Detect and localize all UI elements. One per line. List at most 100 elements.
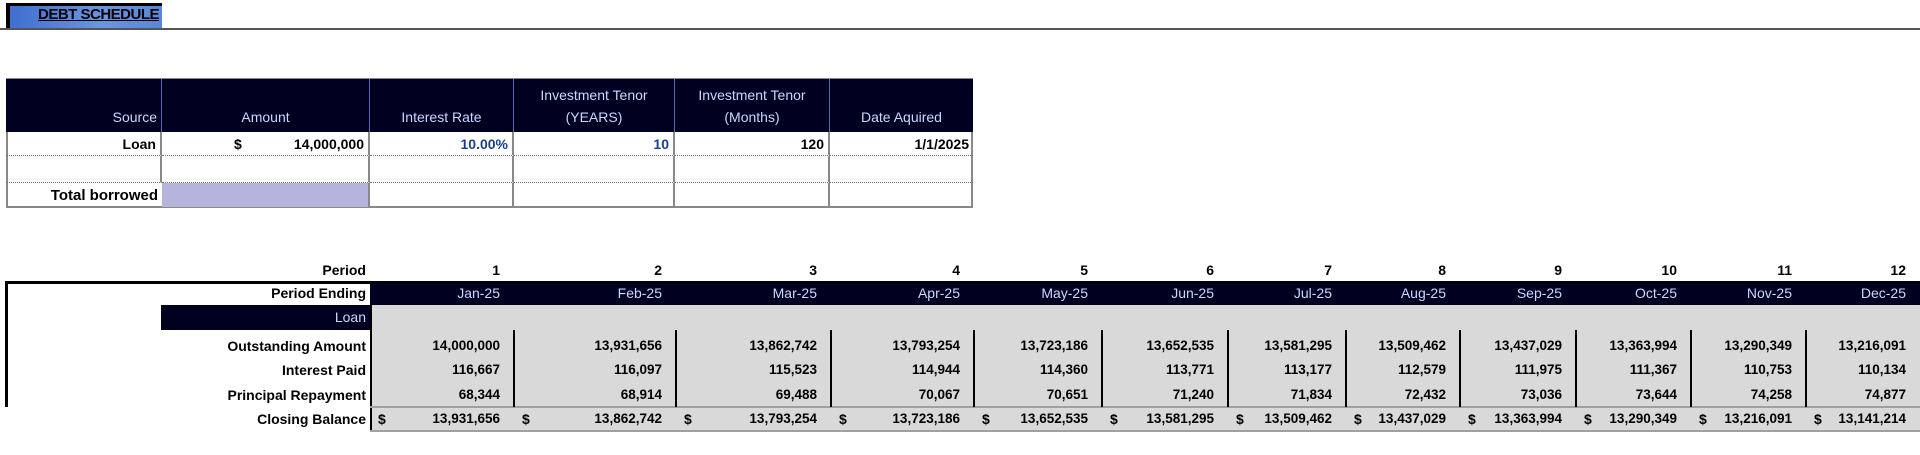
loan-rate-cell[interactable]: 10.00% <box>370 132 514 156</box>
principal-repayment-cell[interactable]: 74,877 <box>1864 387 1906 402</box>
outstanding-amount-cell[interactable]: 13,216,091 <box>1838 338 1906 353</box>
total-borrowed-value[interactable] <box>162 183 370 207</box>
interest-paid-cell[interactable]: 113,177 <box>1283 362 1332 377</box>
closing-balance-cell[interactable]: 13,652,535 <box>1020 411 1088 426</box>
loan-tenor-years-cell[interactable]: 10 <box>514 132 675 156</box>
loan-tenor-months: 120 <box>800 135 824 152</box>
outstanding-amount-cell[interactable]: 13,862,742 <box>749 338 817 353</box>
outstanding-amount-cell[interactable]: 13,509,462 <box>1378 338 1446 353</box>
closing-balance-cell[interactable]: 13,862,742 <box>594 411 662 426</box>
principal-repayment-label: Principal Repayment <box>227 387 367 403</box>
principal-repayment-cell[interactable]: 74,258 <box>1750 387 1792 402</box>
outstanding-amount-cell[interactable]: 13,437,029 <box>1494 338 1562 353</box>
header-date-aquired: Date Aquired <box>830 79 973 132</box>
currency-symbol: $ <box>1468 411 1476 427</box>
blank-cell[interactable] <box>514 156 675 183</box>
loan-section-label: Loan <box>334 309 366 325</box>
blank-cell[interactable] <box>514 183 675 207</box>
principal-repayment-cell[interactable]: 70,067 <box>918 387 960 402</box>
loan-source-cell[interactable]: Loan <box>6 132 162 156</box>
period-number: 7 <box>1324 262 1332 278</box>
closing-balance-cell[interactable]: 13,363,994 <box>1494 411 1562 426</box>
closing-balance-cell[interactable]: 13,931,656 <box>432 411 500 426</box>
interest-paid-cell[interactable]: 114,944 <box>911 362 960 377</box>
header-tenor-years-line2: (YEARS) <box>565 109 623 125</box>
principal-repayment-cell[interactable]: 72,432 <box>1404 387 1446 402</box>
interest-paid-cell[interactable]: 111,975 <box>1514 362 1562 377</box>
outstanding-amount-cell[interactable]: 13,652,535 <box>1146 338 1214 353</box>
period-number: 9 <box>1554 262 1562 278</box>
period-ending-band <box>370 283 1920 305</box>
loan-tenor-months-cell[interactable]: 120 <box>675 132 830 156</box>
column-divider <box>973 330 975 407</box>
interest-paid-cell[interactable]: 111,367 <box>1629 362 1677 377</box>
blank-cell[interactable] <box>675 156 830 183</box>
closing-bottom <box>370 430 1920 432</box>
total-borrowed-label: Total borrowed <box>50 186 158 204</box>
outstanding-amount-cell[interactable]: 13,290,349 <box>1724 338 1792 353</box>
closing-balance-cell[interactable]: 13,723,186 <box>892 411 960 426</box>
period-number: 12 <box>1890 262 1906 278</box>
loan-amount-cell[interactable]: $ 14,000,000 <box>162 132 370 156</box>
outstanding-amount-cell[interactable]: 13,581,295 <box>1264 338 1332 353</box>
column-divider <box>1345 330 1347 407</box>
outstanding-amount-cell[interactable]: 13,931,656 <box>594 338 662 353</box>
header-date-label: Date Aquired <box>861 109 942 125</box>
principal-repayment-cell[interactable]: 73,644 <box>1635 387 1677 402</box>
column-divider <box>1227 330 1229 407</box>
closing-balance-cell[interactable]: 13,216,091 <box>1724 411 1792 426</box>
blank-cell[interactable] <box>162 156 370 183</box>
blank-cell[interactable] <box>6 156 162 183</box>
principal-repayment-cell[interactable]: 71,240 <box>1172 387 1214 402</box>
loan-date-cell[interactable]: 1/1/2025 <box>830 132 973 156</box>
principal-repayment-cell[interactable]: 69,488 <box>775 387 817 402</box>
interest-paid-cell[interactable]: 110,134 <box>1857 362 1906 377</box>
principal-repayment-cell[interactable]: 68,344 <box>458 387 500 402</box>
loan-date-aquired: 1/1/2025 <box>914 135 970 152</box>
interest-paid-cell[interactable]: 114,360 <box>1039 362 1088 377</box>
closing-balance-cell[interactable]: 13,141,214 <box>1838 411 1906 426</box>
closing-balance-cell[interactable]: 13,581,295 <box>1146 411 1214 426</box>
principal-repayment-cell[interactable]: 71,834 <box>1290 387 1332 402</box>
principal-repayment-cell[interactable]: 68,914 <box>620 387 662 402</box>
period-ending-date: Jun-25 <box>1171 285 1214 301</box>
interest-paid-cell[interactable]: 110,753 <box>1743 362 1792 377</box>
period-number: 5 <box>1080 262 1088 278</box>
interest-paid-cell[interactable]: 116,667 <box>451 362 500 377</box>
closing-separator <box>370 406 1920 408</box>
loan-interest-rate: 10.00% <box>460 135 508 152</box>
currency-symbol: $ <box>1110 411 1118 427</box>
closing-balance-cell[interactable]: 13,290,349 <box>1609 411 1677 426</box>
interest-paid-cell[interactable]: 113,771 <box>1165 362 1214 377</box>
blank-cell[interactable] <box>370 183 514 207</box>
outstanding-amount-cell[interactable]: 14,000,000 <box>432 338 500 353</box>
column-divider <box>1805 330 1807 407</box>
currency-symbol: $ <box>1354 411 1362 427</box>
outstanding-amount-cell[interactable]: 13,793,254 <box>892 338 960 353</box>
total-borrowed-label-cell: Total borrowed <box>6 183 162 207</box>
period-ending-date: Mar-25 <box>772 285 817 301</box>
blank-cell[interactable] <box>675 183 830 207</box>
sheet-title-box <box>6 3 162 28</box>
header-source-label: Source <box>112 109 157 125</box>
principal-repayment-cell[interactable]: 73,036 <box>1520 387 1562 402</box>
principal-repayment-cell[interactable]: 70,651 <box>1046 387 1088 402</box>
period-number: 11 <box>1777 262 1792 278</box>
blank-cell[interactable] <box>370 156 514 183</box>
closing-balance-cell[interactable]: 13,509,462 <box>1264 411 1332 426</box>
interest-paid-cell[interactable]: 115,523 <box>768 362 817 377</box>
outstanding-amount-cell[interactable]: 13,723,186 <box>1020 338 1088 353</box>
currency-symbol: $ <box>522 411 530 427</box>
interest-paid-label: Interest Paid <box>281 362 366 378</box>
closing-balance-cell[interactable]: 13,437,029 <box>1378 411 1446 426</box>
closing-balance-cell[interactable]: 13,793,254 <box>749 411 817 426</box>
period-label: Period <box>322 262 366 278</box>
period-number: 1 <box>492 262 500 278</box>
blank-cell[interactable] <box>830 183 973 207</box>
header-tenor-months-line1: Investment Tenor <box>698 87 806 103</box>
blank-cell[interactable] <box>830 156 973 183</box>
currency-symbol: $ <box>839 411 847 427</box>
interest-paid-cell[interactable]: 112,579 <box>1397 362 1446 377</box>
interest-paid-cell[interactable]: 116,097 <box>613 362 662 377</box>
outstanding-amount-cell[interactable]: 13,363,994 <box>1609 338 1677 353</box>
